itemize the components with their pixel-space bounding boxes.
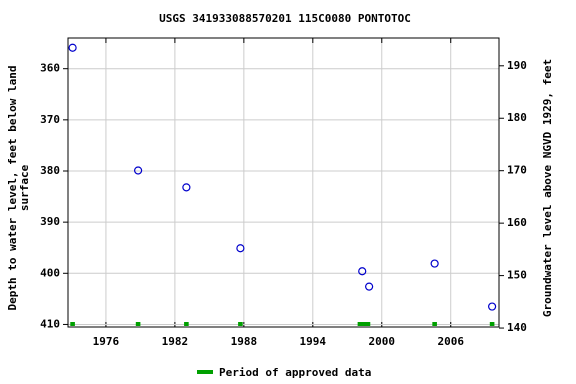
y2-axis-label: Groundwater level above NGVD 1929, feet	[541, 59, 554, 317]
y2-tick-label: 140	[507, 321, 527, 334]
x-tick-label: 2000	[369, 335, 396, 348]
y-tick-label: 360	[40, 62, 60, 75]
x-tick-label: 1976	[93, 335, 120, 348]
data-point	[68, 43, 77, 52]
approved-period	[135, 322, 141, 326]
approved-period	[432, 322, 437, 326]
approved-period	[238, 322, 243, 326]
y-tick-label: 390	[40, 215, 60, 228]
data-point	[488, 302, 497, 311]
chart-title: USGS 341933088570201 115C0080 PONTOTOC	[159, 12, 411, 25]
data-point	[365, 282, 374, 291]
y-axis-label: Depth to water level, feet below land	[6, 65, 19, 310]
y-tick-label: 370	[40, 113, 60, 126]
data-point	[182, 183, 191, 192]
approved-period	[489, 322, 495, 326]
x-tick-label: 1988	[231, 335, 258, 348]
data-point	[134, 166, 143, 175]
y-tick-label: 410	[40, 317, 60, 330]
data-point	[358, 267, 367, 276]
x-tick-label: 2006	[437, 335, 464, 348]
x-tick-label: 1994	[300, 335, 327, 348]
y-axis-label: surface	[18, 164, 31, 211]
x-tick-label: 1982	[162, 335, 189, 348]
data-point	[236, 244, 245, 253]
y2-tick-label: 180	[507, 111, 527, 124]
y2-tick-label: 150	[507, 269, 527, 282]
approved-period	[184, 322, 189, 326]
approved-period	[70, 322, 75, 326]
plot-frame	[67, 37, 500, 328]
legend-label: Period of approved data	[219, 366, 371, 379]
y2-tick-label: 190	[507, 59, 527, 72]
y2-tick-label: 170	[507, 164, 527, 177]
approved-period	[357, 322, 371, 326]
data-point	[430, 259, 439, 268]
y2-tick-label: 160	[507, 216, 527, 229]
y-tick-label: 380	[40, 164, 60, 177]
y-tick-label: 400	[40, 266, 60, 279]
